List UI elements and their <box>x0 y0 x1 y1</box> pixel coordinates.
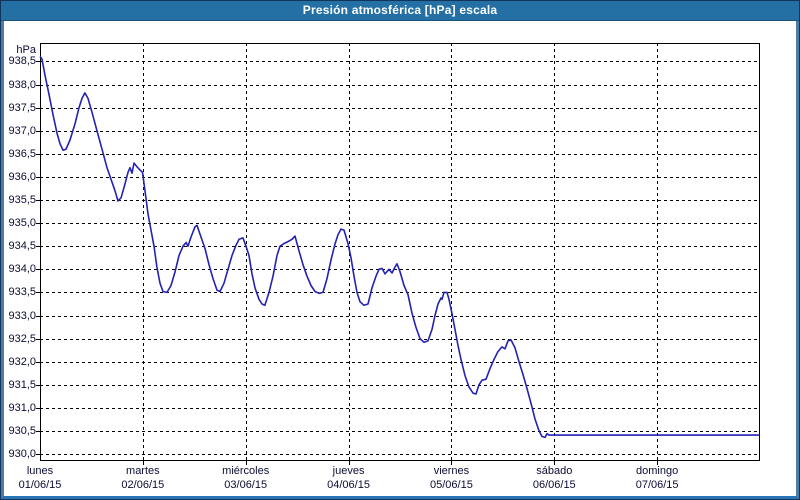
window-title: Presión atmosférica [hPa] escala <box>302 3 498 17</box>
y-tick-label: 932,0 <box>8 355 36 368</box>
y-tick-label: 936,0 <box>8 170 36 183</box>
y-tick-label: 936,5 <box>8 147 36 160</box>
y-tick-label: 937,0 <box>8 124 36 137</box>
y-tick-label: 935,0 <box>8 217 36 230</box>
y-tick-label: 931,0 <box>8 401 36 414</box>
x-day-name-label: domingo <box>636 465 679 477</box>
x-day-date-label: 04/06/15 <box>327 479 370 491</box>
y-tick-label: 934,5 <box>8 240 36 253</box>
plot-box <box>36 43 760 465</box>
y-tick-label: 935,5 <box>8 194 36 207</box>
x-day-name-label: martes <box>126 465 160 477</box>
x-day-date-label: 03/06/15 <box>224 479 268 491</box>
y-tick-label: 932,5 <box>8 332 36 345</box>
x-day-date-label: 02/06/15 <box>121 479 165 491</box>
y-tick-label: 930,0 <box>8 448 36 461</box>
x-day-date-label: 07/06/15 <box>635 479 679 491</box>
y-tick-label: 933,5 <box>8 286 36 299</box>
y-tick-label: 933,0 <box>8 309 36 322</box>
x-day-name-label: viernes <box>433 465 470 477</box>
x-day-date-label: 06/06/15 <box>532 479 576 491</box>
x-day-name-label: sábado <box>536 465 573 477</box>
y-tick-label: 931,5 <box>8 378 36 391</box>
y-tick-label: 937,5 <box>8 101 36 114</box>
pressure-series-line <box>39 56 760 439</box>
chart-area: hPa 938,5 938,0 937,5 937,0 936,5 936,0 935,5 9… <box>1 21 799 499</box>
plot-border <box>40 43 760 461</box>
y-tick-label: 930,5 <box>8 424 36 437</box>
y-tick-label: 938,0 <box>8 78 36 91</box>
x-day-name-label: miércoles <box>222 465 270 477</box>
x-day-date-label: 01/06/15 <box>18 479 62 491</box>
y-tick-label: 934,0 <box>8 263 36 276</box>
window-title-bar: Presión atmosférica [hPa] escala <box>1 1 799 21</box>
x-day-date-label: 05/06/15 <box>430 479 473 491</box>
y-tick-label: 938,5 <box>8 55 36 68</box>
pressure-line-chart <box>36 43 760 465</box>
x-day-name-label: lunes <box>26 465 54 477</box>
y-axis-unit-label: hPa <box>16 44 36 56</box>
x-day-name-label: jueves <box>332 465 365 477</box>
